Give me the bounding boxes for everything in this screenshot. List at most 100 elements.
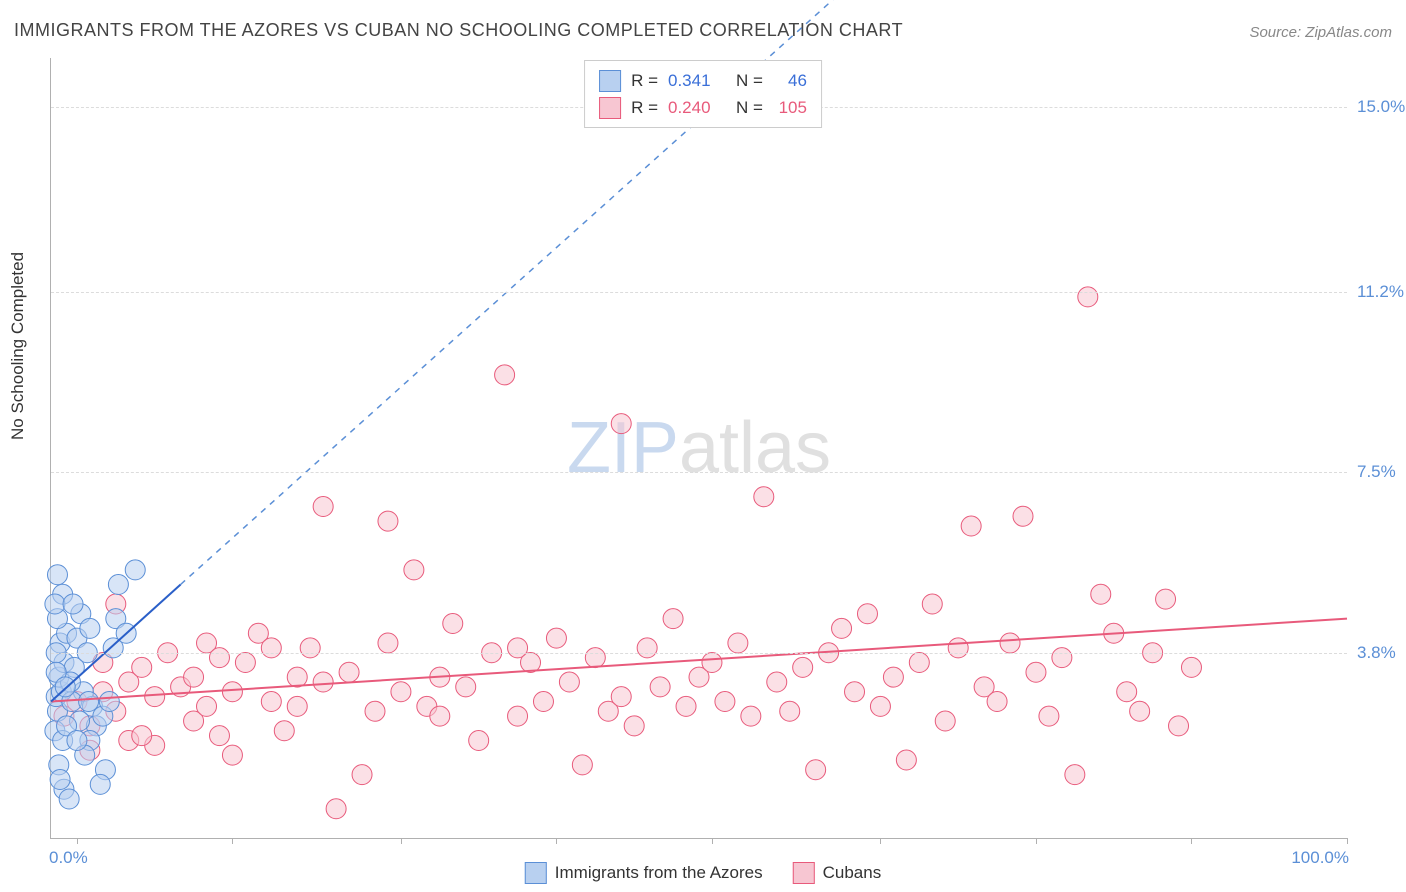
plot-area: ZIPatlas 3.8%7.5%11.2%15.0%0.0%100.0% bbox=[50, 58, 1347, 839]
x-tick bbox=[712, 838, 713, 844]
data-point bbox=[261, 638, 281, 658]
label-R: R = bbox=[631, 94, 658, 121]
data-point bbox=[391, 682, 411, 702]
data-point bbox=[870, 696, 890, 716]
data-point bbox=[209, 726, 229, 746]
x-tick bbox=[556, 838, 557, 844]
legend-item-azores: Immigrants from the Azores bbox=[525, 862, 763, 884]
data-point bbox=[1117, 682, 1137, 702]
label-R: R = bbox=[631, 67, 658, 94]
data-point bbox=[585, 648, 605, 668]
data-point bbox=[495, 365, 515, 385]
data-point bbox=[728, 633, 748, 653]
x-tick bbox=[232, 838, 233, 844]
y-tick-label: 11.2% bbox=[1357, 282, 1404, 302]
data-point bbox=[63, 594, 83, 614]
y-tick-label: 7.5% bbox=[1357, 462, 1396, 482]
data-point bbox=[546, 628, 566, 648]
chart-svg bbox=[51, 58, 1347, 838]
data-point bbox=[896, 750, 916, 770]
data-point bbox=[845, 682, 865, 702]
data-point bbox=[909, 653, 929, 673]
data-point bbox=[935, 711, 955, 731]
data-point bbox=[108, 575, 128, 595]
bottom-legend: Immigrants from the Azores Cubans bbox=[525, 862, 881, 884]
data-point bbox=[45, 594, 65, 614]
data-point bbox=[197, 696, 217, 716]
stat-n-cubans: 105 bbox=[773, 94, 807, 121]
data-point bbox=[1026, 662, 1046, 682]
data-point bbox=[125, 560, 145, 580]
data-point bbox=[222, 745, 242, 765]
swatch-cubans bbox=[599, 97, 621, 119]
swatch-azores bbox=[599, 70, 621, 92]
data-point bbox=[235, 653, 255, 673]
stats-row-cubans: R = 0.240 N = 105 bbox=[599, 94, 807, 121]
data-point bbox=[90, 774, 110, 794]
data-point bbox=[1000, 633, 1020, 653]
data-point bbox=[1169, 716, 1189, 736]
data-point bbox=[47, 565, 67, 585]
data-point bbox=[132, 726, 152, 746]
data-point bbox=[443, 614, 463, 634]
data-point bbox=[1039, 706, 1059, 726]
data-point bbox=[313, 672, 333, 692]
data-point bbox=[352, 765, 372, 785]
data-point bbox=[404, 560, 424, 580]
data-point bbox=[663, 609, 683, 629]
x-tick bbox=[1036, 838, 1037, 844]
data-point bbox=[650, 677, 670, 697]
stat-r-azores: 0.341 bbox=[668, 67, 726, 94]
data-point bbox=[754, 487, 774, 507]
x-tick bbox=[77, 838, 78, 844]
data-point bbox=[533, 692, 553, 712]
data-point bbox=[145, 687, 165, 707]
y-tick-label: 3.8% bbox=[1357, 643, 1396, 663]
data-point bbox=[806, 760, 826, 780]
legend-item-cubans: Cubans bbox=[793, 862, 882, 884]
data-point bbox=[961, 516, 981, 536]
data-point bbox=[79, 692, 99, 712]
data-point bbox=[222, 682, 242, 702]
data-point bbox=[50, 770, 70, 790]
data-point bbox=[559, 672, 579, 692]
data-point bbox=[326, 799, 346, 819]
data-point bbox=[922, 594, 942, 614]
chart-title: IMMIGRANTS FROM THE AZORES VS CUBAN NO S… bbox=[14, 20, 903, 41]
data-point bbox=[1078, 287, 1098, 307]
data-point bbox=[378, 511, 398, 531]
gridline bbox=[51, 653, 1347, 654]
data-point bbox=[572, 755, 592, 775]
data-point bbox=[611, 687, 631, 707]
data-point bbox=[1130, 701, 1150, 721]
stat-n-azores: 46 bbox=[773, 67, 807, 94]
data-point bbox=[469, 731, 489, 751]
data-point bbox=[508, 706, 528, 726]
gridline bbox=[51, 292, 1347, 293]
data-point bbox=[365, 701, 385, 721]
data-point bbox=[508, 638, 528, 658]
source-attribution: Source: ZipAtlas.com bbox=[1249, 24, 1392, 41]
data-point bbox=[313, 497, 333, 517]
data-point bbox=[948, 638, 968, 658]
data-point bbox=[715, 692, 735, 712]
legend-swatch-cubans bbox=[793, 862, 815, 884]
x-label-left: 0.0% bbox=[49, 848, 88, 868]
data-point bbox=[261, 692, 281, 712]
data-point bbox=[209, 648, 229, 668]
data-point bbox=[1156, 589, 1176, 609]
data-point bbox=[430, 706, 450, 726]
data-point bbox=[1181, 657, 1201, 677]
data-point bbox=[857, 604, 877, 624]
data-point bbox=[611, 414, 631, 434]
data-point bbox=[676, 696, 696, 716]
data-point bbox=[702, 653, 722, 673]
data-point bbox=[300, 638, 320, 658]
x-tick bbox=[880, 838, 881, 844]
data-point bbox=[780, 701, 800, 721]
data-point bbox=[456, 677, 476, 697]
x-label-right: 100.0% bbox=[1291, 848, 1349, 868]
data-point bbox=[132, 657, 152, 677]
data-point bbox=[339, 662, 359, 682]
legend-swatch-azores bbox=[525, 862, 547, 884]
